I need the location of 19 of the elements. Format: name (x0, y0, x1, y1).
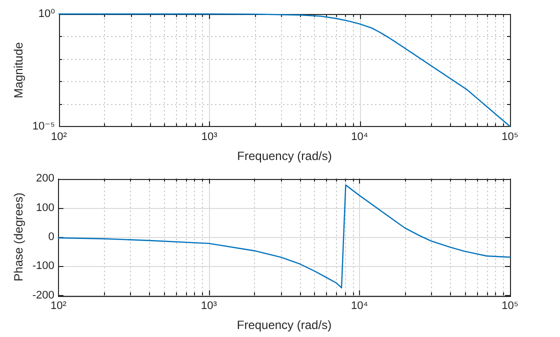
y-axis-title: Phase (degrees) (12, 192, 26, 282)
y-tick-label: -100 (32, 260, 54, 272)
x-tick-label: 10² (51, 131, 68, 144)
x-tick-label: 10³ (200, 300, 218, 312)
x-axis-title: Frequency (rad/s) (236, 318, 332, 332)
y-tick-label: 200 (36, 172, 54, 185)
x-tick-label: 10² (50, 300, 67, 312)
y-tick-label: 0 (48, 231, 54, 244)
y-axis-title: Magnitude (12, 42, 26, 98)
x-tick-label: 10⁴ (350, 300, 368, 312)
x-tick-label: 10⁵ (502, 300, 518, 312)
x-tick-label: 10³ (201, 131, 218, 144)
x-tick-label: 10⁴ (351, 131, 368, 144)
y-tick-label: 10⁰ (38, 8, 56, 20)
x-axis-title: Frequency (rad/s) (237, 149, 332, 164)
x-tick-label: 10⁵ (502, 131, 518, 144)
y-tick-label: 100 (36, 202, 54, 214)
y-tick-label: 10⁻⁵ (32, 120, 55, 132)
y-tick-label: -200 (32, 289, 54, 302)
